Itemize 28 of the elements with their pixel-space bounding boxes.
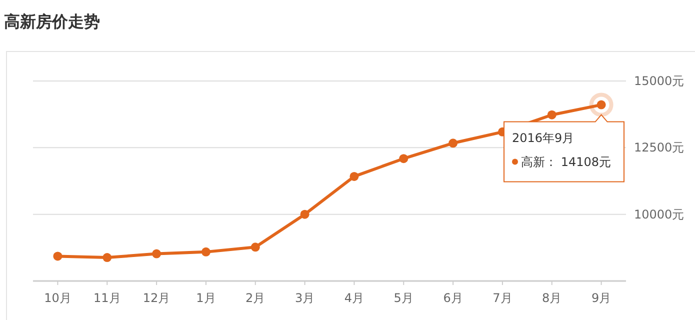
x-tick-label: 2月 — [246, 291, 266, 305]
chart-title: 高新房价走势 — [4, 12, 100, 31]
point — [300, 210, 310, 219]
annotation: 2016年9月 — [512, 130, 574, 145]
x-tick-label: 7月 — [492, 291, 512, 305]
annotation: 高新： 14108元 — [521, 154, 611, 169]
x-tick-label: 10月 — [44, 291, 72, 305]
point — [102, 253, 112, 262]
point — [350, 172, 359, 181]
x-tick-label: 12月 — [142, 291, 170, 305]
point — [547, 110, 556, 120]
y-tick-label: 12500元 — [634, 140, 684, 155]
point — [53, 252, 62, 261]
x-tick-label: 9月 — [591, 291, 612, 305]
x-tick-label: 6月 — [443, 291, 463, 305]
x-tick-label: 8月 — [542, 291, 562, 305]
point — [399, 154, 408, 164]
y-tick-label: 15000元 — [634, 74, 684, 88]
x-tick-label: 1月 — [196, 291, 216, 305]
y-tick-label: 10000元 — [634, 207, 684, 222]
point — [250, 242, 260, 252]
x-tick-label: 4月 — [344, 291, 364, 305]
point — [448, 138, 458, 148]
x-tick-label: 5月 — [394, 291, 414, 305]
x-tick-label: 3月 — [294, 291, 315, 305]
point — [201, 247, 210, 256]
x-tick-label: 11月 — [93, 291, 121, 305]
point — [152, 249, 162, 258]
